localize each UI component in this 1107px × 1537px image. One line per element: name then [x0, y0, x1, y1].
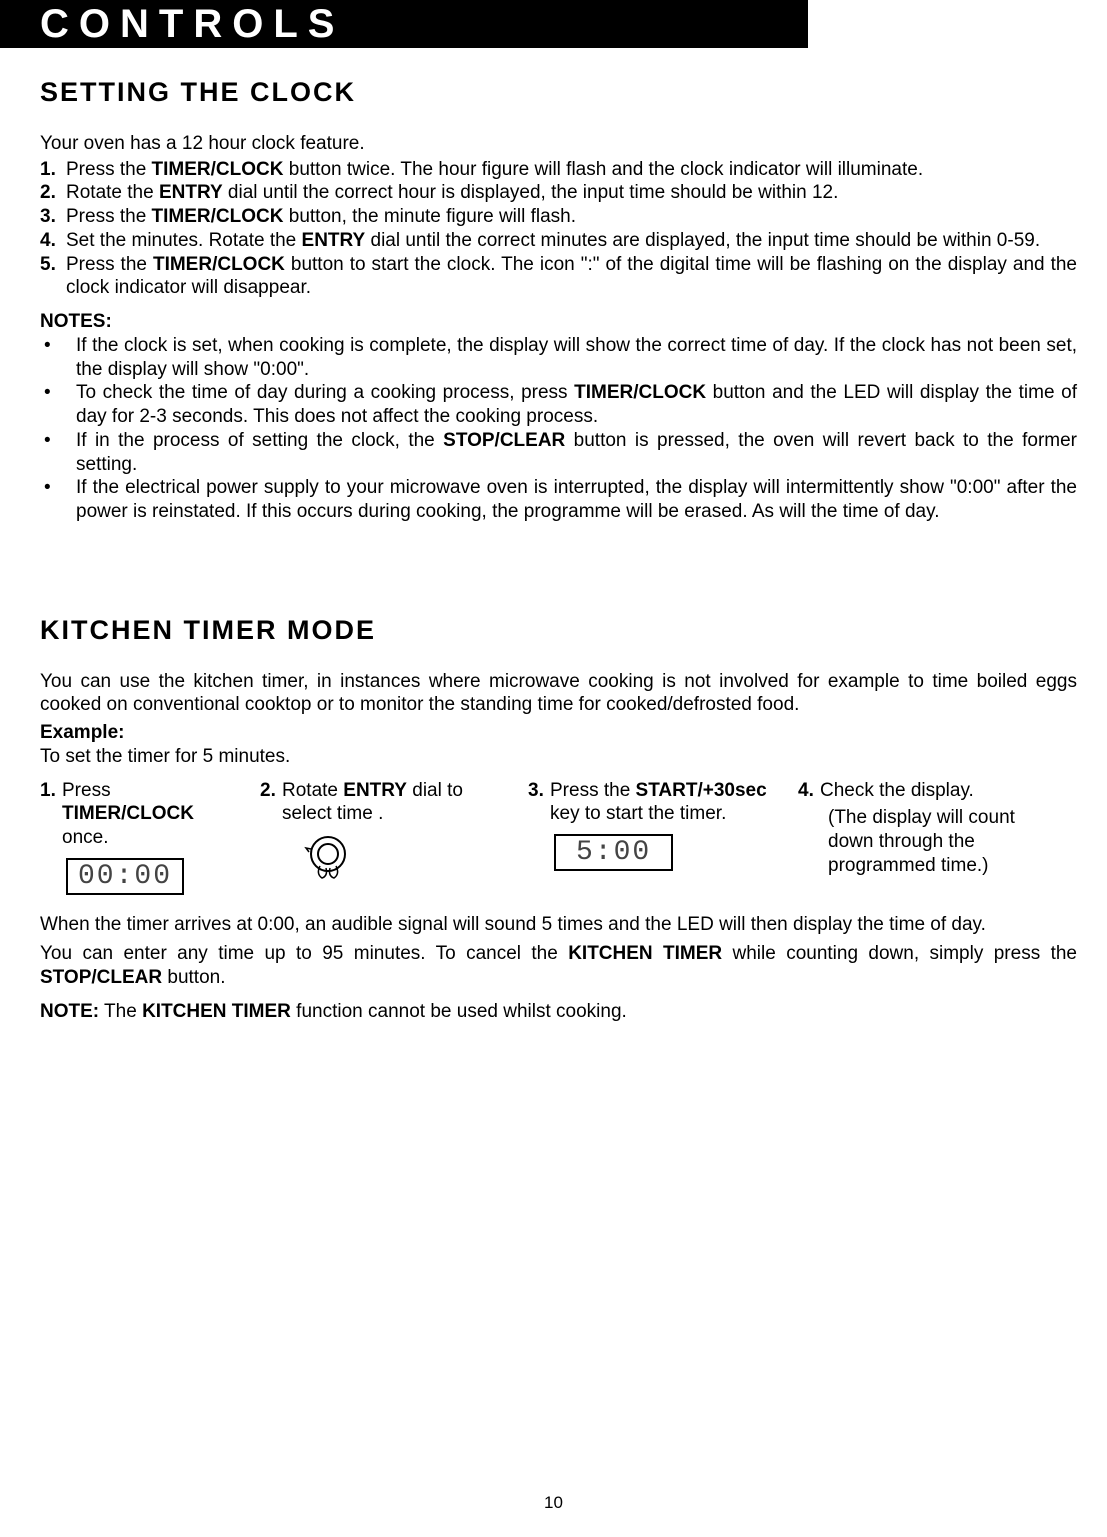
clock-step-3: 3. Press the TIMER/CLOCK button, the min… — [40, 205, 1077, 229]
step-text: Press the TIMER/CLOCK button to start th… — [66, 253, 1077, 301]
step-number: 2. — [260, 779, 282, 827]
example-sub: To set the timer for 5 minutes. — [40, 745, 1077, 769]
step-text: Press the TIMER/CLOCK button twice. The … — [66, 158, 923, 182]
dial-icon — [300, 832, 508, 887]
step-number: 1. — [40, 158, 66, 182]
step-number: 4. — [798, 779, 820, 803]
step-number: 1. — [40, 779, 62, 850]
bullet-dot: • — [40, 429, 76, 477]
clock-intro: Your oven has a 12 hour clock feature. — [40, 132, 1077, 156]
lcd-display-500: 5:00 — [554, 834, 673, 871]
lcd-display-0000: 00:00 — [66, 858, 184, 895]
step-text: Set the minutes. Rotate the ENTRY dial u… — [66, 229, 1040, 253]
step-subtext: (The display will count down through the… — [828, 806, 1058, 877]
step-number: 4. — [40, 229, 66, 253]
timer-after-text: When the timer arrives at 0:00, an audib… — [40, 913, 1077, 1024]
clock-steps: 1. Press the TIMER/CLOCK button twice. T… — [40, 158, 1077, 301]
bullet-dot: • — [40, 476, 76, 524]
section-heading-timer: KITCHEN TIMER MODE — [40, 614, 1077, 648]
clock-step-2: 2. Rotate the ENTRY dial until the corre… — [40, 181, 1077, 205]
timer-steps-row: 1.Press TIMER/CLOCK once. 00:00 2.Rotate… — [40, 779, 1077, 895]
step-text: Check the display. — [820, 779, 974, 803]
page-number: 10 — [0, 1492, 1107, 1513]
clock-step-4: 4. Set the minutes. Rotate the ENTRY dia… — [40, 229, 1077, 253]
bullet-dot: • — [40, 334, 76, 382]
timer-step-1: 1.Press TIMER/CLOCK once. 00:00 — [40, 779, 240, 895]
note-3: •If in the process of setting the clock,… — [40, 429, 1077, 477]
example-label: Example: — [40, 721, 1077, 745]
after-p2: You can enter any time up to 95 minutes.… — [40, 942, 1077, 990]
step-text: Press TIMER/CLOCK once. — [62, 779, 240, 850]
notes-label: NOTES: — [40, 310, 1077, 334]
clock-step-1: 1. Press the TIMER/CLOCK button twice. T… — [40, 158, 1077, 182]
note-text: If in the process of setting the clock, … — [76, 429, 1077, 477]
timer-intro: You can use the kitchen timer, in instan… — [40, 670, 1077, 718]
step-number: 5. — [40, 253, 66, 301]
step-number: 3. — [40, 205, 66, 229]
step-text: Press the TIMER/CLOCK button, the minute… — [66, 205, 576, 229]
timer-step-2: 2.Rotate ENTRY dial to select time . — [260, 779, 508, 895]
step-text: Rotate ENTRY dial to select time . — [282, 779, 508, 827]
step-text: Press the START/+30sec key to start the … — [550, 779, 778, 827]
note-1: •If the clock is set, when cooking is co… — [40, 334, 1077, 382]
bullet-dot: • — [40, 381, 76, 429]
page-header-bar: CONTROLS — [0, 0, 808, 48]
section-heading-clock: SETTING THE CLOCK — [40, 76, 1077, 110]
note-2: •To check the time of day during a cooki… — [40, 381, 1077, 429]
page-header-title: CONTROLS — [40, 2, 344, 46]
note-text: To check the time of day during a cookin… — [76, 381, 1077, 429]
after-p3: NOTE: The KITCHEN TIMER function cannot … — [40, 1000, 1077, 1024]
step-number: 2. — [40, 181, 66, 205]
step-number: 3. — [528, 779, 550, 827]
notes-list: •If the clock is set, when cooking is co… — [40, 334, 1077, 524]
clock-step-5: 5. Press the TIMER/CLOCK button to start… — [40, 253, 1077, 301]
note-4: •If the electrical power supply to your … — [40, 476, 1077, 524]
note-text: If the clock is set, when cooking is com… — [76, 334, 1077, 382]
after-p1: When the timer arrives at 0:00, an audib… — [40, 913, 1077, 937]
step-text: Rotate the ENTRY dial until the correct … — [66, 181, 838, 205]
timer-step-3: 3.Press the START/+30sec key to start th… — [528, 779, 778, 895]
note-text: If the electrical power supply to your m… — [76, 476, 1077, 524]
timer-step-4: 4.Check the display. (The display will c… — [798, 779, 1058, 895]
